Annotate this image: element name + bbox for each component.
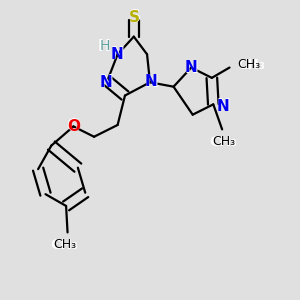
Text: S: S <box>128 8 140 26</box>
Text: N: N <box>111 47 123 62</box>
Text: N: N <box>216 98 230 116</box>
Text: CH₃: CH₃ <box>237 58 265 72</box>
Text: O: O <box>67 119 80 134</box>
Text: N: N <box>184 58 198 76</box>
Text: N: N <box>217 99 230 114</box>
Text: H: H <box>98 39 111 54</box>
Text: CH₃: CH₃ <box>212 135 235 148</box>
Text: N: N <box>145 74 158 89</box>
Text: H: H <box>99 39 110 53</box>
Text: N: N <box>144 73 158 91</box>
Text: CH₃: CH₃ <box>210 135 238 149</box>
Text: O: O <box>66 117 81 135</box>
Text: S: S <box>129 10 140 25</box>
Text: CH₃: CH₃ <box>237 58 260 71</box>
Text: N: N <box>100 73 113 91</box>
Text: CH₃: CH₃ <box>53 238 76 251</box>
Text: N: N <box>185 60 198 75</box>
Text: N: N <box>100 75 113 90</box>
Text: CH₃: CH₃ <box>51 238 79 252</box>
Text: N: N <box>110 45 124 63</box>
